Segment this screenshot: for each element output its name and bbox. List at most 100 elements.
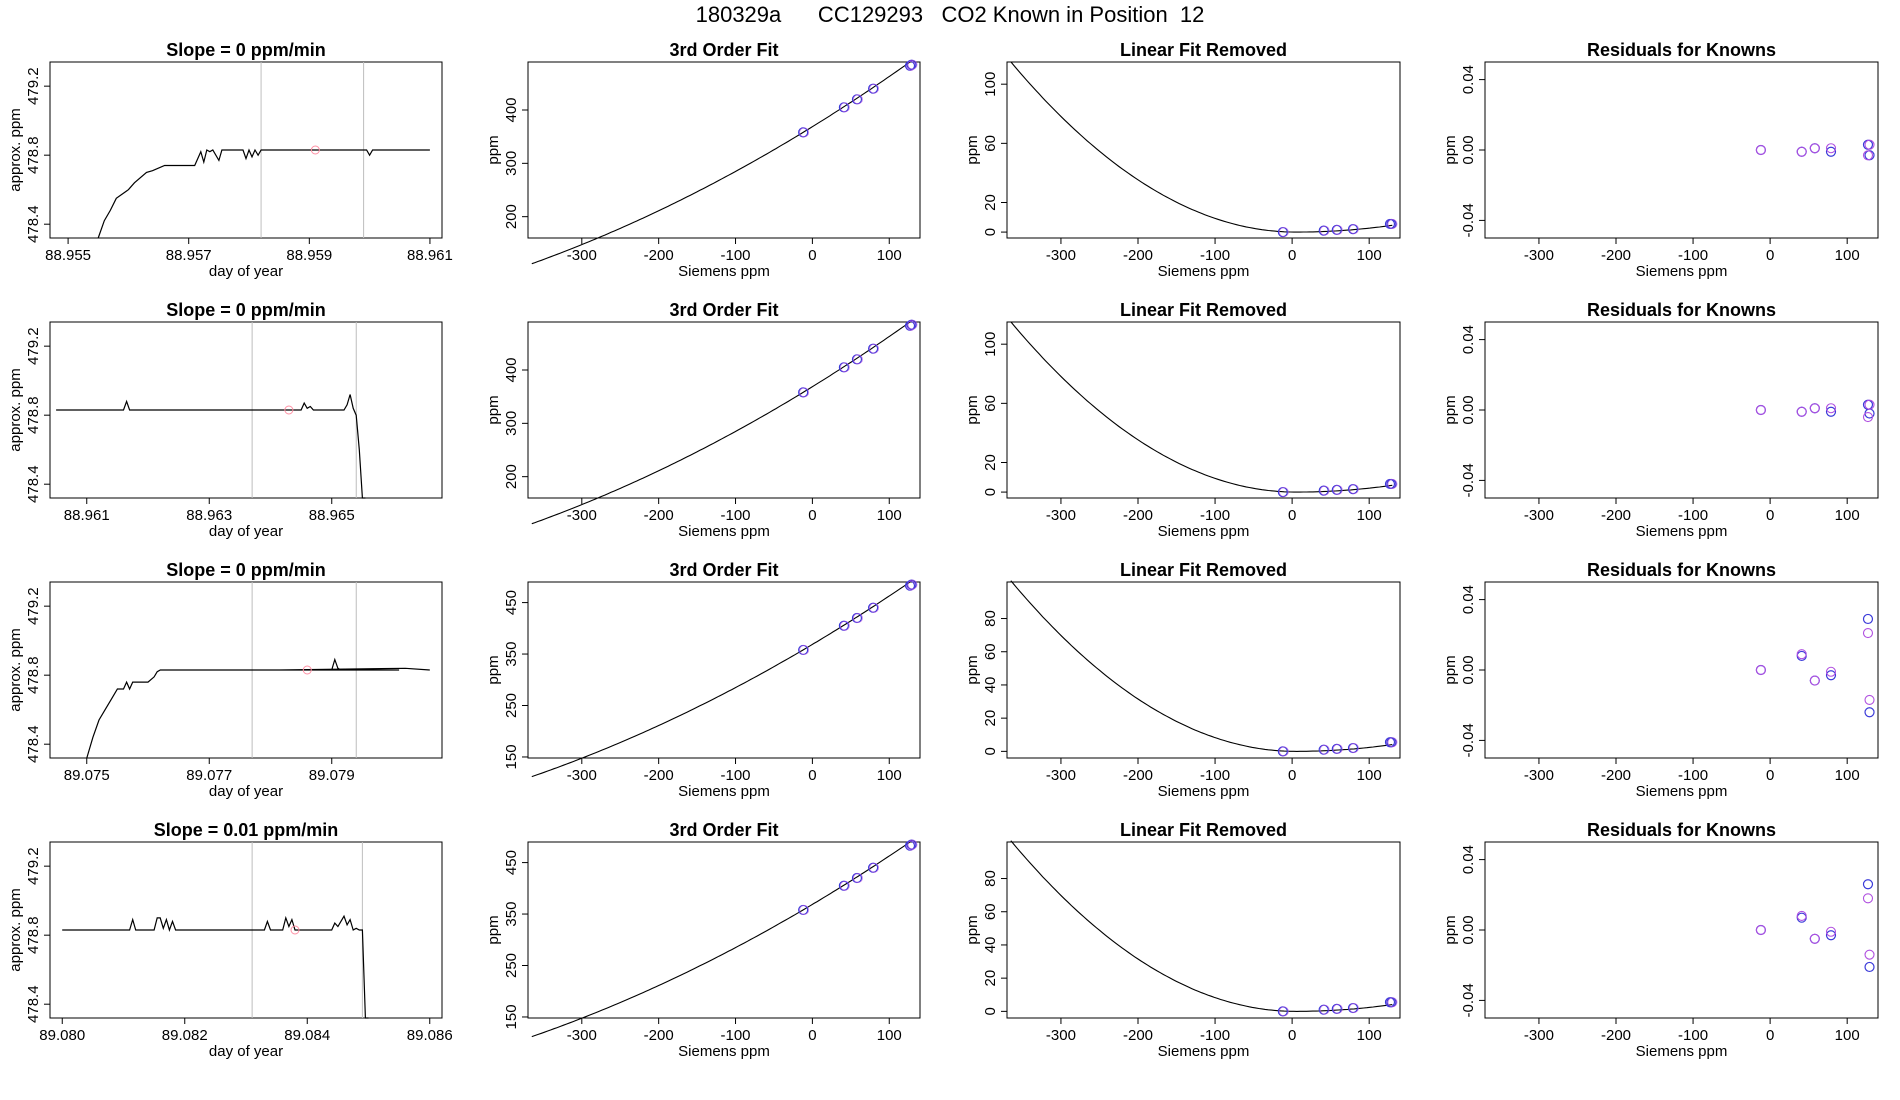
chart-2-xtick-label: 100 [877,247,902,264]
chart-7-xtick-label: -100 [1200,507,1230,524]
chart-13-point [290,925,300,935]
chart-2-ytick-label: 400 [503,97,520,122]
chart-1-ylabel: approx. ppm [7,108,24,191]
chart-6-fit-curve [531,319,913,525]
chart-5-ytick-label: 479.2 [25,327,42,365]
chart-14-point [840,880,850,891]
chart-16-point [1864,949,1875,960]
chart-6-point [799,387,810,398]
chart-12-xtick-label: 0 [1766,767,1774,784]
chart-8-point [1796,406,1807,417]
chart-12-xlabel: Siemens ppm [1636,783,1728,800]
chart-14-ytick-label: 250 [503,953,520,978]
chart-15-ytick-label: 0 [982,1007,999,1015]
chart-7-ylabel: ppm [964,395,981,424]
chart-13-xtick-label: 89.080 [39,1027,85,1044]
chart-1-series-line [97,148,430,239]
chart-14-ytick-label: 150 [503,1004,520,1029]
chart-6-ytick-label: 200 [503,464,520,489]
chart-2-point [907,59,918,70]
chart-7-ytick-label: 60 [982,395,999,412]
chart-2-xtick-label: 0 [808,247,816,264]
chart-8-xtick-label: 100 [1835,507,1860,524]
chart-11-ytick-label: 20 [982,710,999,727]
chart-16-xtick-label: -100 [1678,1027,1708,1044]
chart-7-xtick-label: 0 [1288,507,1296,524]
chart-9-ytick-label: 478.4 [25,725,42,763]
chart-6-point [907,319,918,330]
chart-4-point [1862,150,1874,161]
chart-15-point [1278,1006,1289,1017]
chart-16-point [1809,933,1820,944]
chart-11-frame [1006,581,1401,759]
chart-1-xlabel: day of year [209,263,283,280]
chart-12-title: Residuals for Knowns [1587,560,1776,580]
chart-10-ytick-label: 150 [503,744,520,769]
page-title: 180329a CC129293 CO2 Known in Position 1… [695,2,1205,27]
chart-10-point [907,579,918,590]
chart-2-point [799,127,810,138]
chart-15-xtick-label: -100 [1200,1027,1230,1044]
chart-8-point [1825,406,1837,417]
chart-7-xtick-label: -300 [1046,507,1076,524]
chart-11-ytick-label: 0 [982,747,999,755]
chart-8-point [1825,403,1837,414]
chart-9-xtick-label: 89.079 [309,767,355,784]
chart-7-xtick-label: 100 [1357,507,1382,524]
chart-6-xlabel: Siemens ppm [678,523,770,540]
chart-16-xlabel: Siemens ppm [1636,1043,1728,1060]
chart-11-ytick-label: 60 [982,643,999,660]
chart-15-xtick-label: -200 [1123,1027,1153,1044]
chart-6-xtick-label: 100 [877,507,902,524]
chart-2-ytick-label: 300 [503,151,520,176]
chart-14-point [799,905,810,915]
chart-14-xtick-label: -200 [644,1027,674,1044]
chart-15-title: Linear Fit Removed [1120,820,1287,840]
chart-10-xtick-label: -300 [567,767,597,784]
chart-16-xtick-label: 100 [1835,1027,1860,1044]
chart-5-ytick-label: 478.4 [25,465,42,503]
chart-15-point [1387,997,1398,1008]
chart-16-ytick-label: 0.04 [1460,845,1477,874]
chart-5-xtick-label: 88.963 [186,507,232,524]
chart-7-point [1349,484,1359,495]
chart-16-point [1796,910,1807,921]
chart-6-ylabel: ppm [485,395,502,424]
chart-1-xtick-label: 88.955 [45,247,91,264]
chart-5-xtick-label: 88.961 [64,507,110,524]
chart-12-point [1825,666,1837,677]
chart-4-ytick-label: 0.04 [1460,65,1477,94]
chart-2-xtick-label: -300 [567,247,597,264]
chart-14-frame [527,841,921,1019]
chart-11-point [1387,737,1398,748]
chart-13-ytick-label: 479.2 [25,847,42,885]
chart-3-xtick-label: 100 [1357,247,1382,264]
chart-13-xtick-label: 89.086 [407,1027,453,1044]
chart-5-xtick-label: 88.965 [309,507,355,524]
chart-11-point [1319,744,1330,755]
chart-16-point [1825,926,1837,937]
chart-3-ytick-label: 100 [982,72,999,97]
chart-14-xtick-label: 100 [877,1027,902,1044]
chart-1-ytick-label: 478.4 [25,205,42,243]
chart-10-ytick-label: 450 [503,590,520,615]
chart-6-point [853,354,863,365]
chart-3-xlabel: Siemens ppm [1158,263,1250,280]
chart-2-ylabel: ppm [485,135,502,164]
chart-3-xtick-label: -300 [1046,247,1076,264]
chart-16-frame [1484,841,1879,1019]
chart-14-fit-curve [531,839,913,1038]
chart-4-xtick-label: 100 [1835,247,1860,264]
chart-3-point [1387,219,1398,229]
chart-10-fit-curve [531,579,913,778]
chart-16-ytick-label: 0.00 [1460,915,1477,944]
chart-15-xtick-label: 0 [1288,1027,1296,1044]
chart-4-ylabel: ppm [1442,135,1459,164]
chart-12-ytick-label: 0.04 [1460,585,1477,614]
chart-3-ytick-label: 20 [982,194,999,211]
chart-10-point [799,645,810,655]
chart-10-xtick-label: -100 [721,767,751,784]
chart-14-xlabel: Siemens ppm [678,1043,770,1060]
chart-6-xtick-label: -200 [644,507,674,524]
chart-11-xlabel: Siemens ppm [1158,783,1250,800]
